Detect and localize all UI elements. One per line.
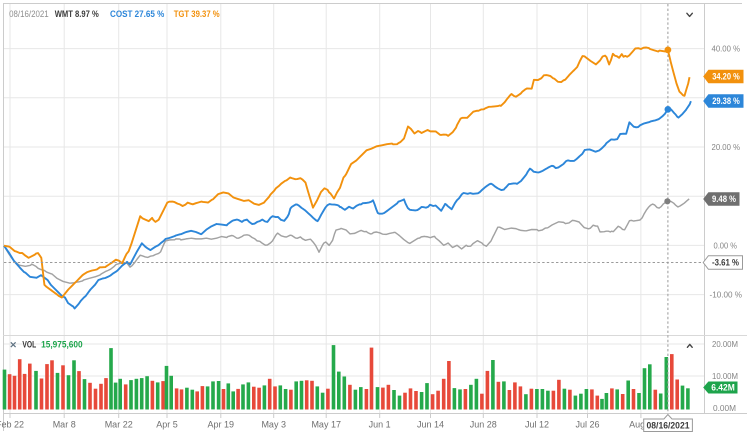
svg-text:VOL: VOL [22, 339, 36, 350]
svg-text:08/16/2021: 08/16/2021 [9, 9, 49, 20]
svg-text:Apr 5: Apr 5 [156, 420, 178, 430]
svg-text:May 17: May 17 [311, 420, 341, 430]
svg-text:COST 27.65 %: COST 27.65 % [110, 9, 165, 20]
svg-text:-3.61 %: -3.61 % [712, 258, 739, 268]
svg-text:10.00M: 10.00M [712, 371, 738, 381]
svg-text:40.00 %: 40.00 % [712, 44, 741, 54]
svg-text:0.00 %: 0.00 % [714, 240, 738, 250]
svg-text:Jun 28: Jun 28 [470, 420, 497, 430]
svg-text:Aug 9: Aug 9 [629, 420, 653, 430]
svg-text:Mar 8: Mar 8 [53, 420, 76, 430]
svg-text:WMT 8.97 %: WMT 8.97 % [55, 9, 100, 20]
svg-text:Mar 22: Mar 22 [105, 420, 133, 430]
svg-text:Jul 26: Jul 26 [575, 420, 599, 430]
svg-text:Apr 19: Apr 19 [208, 420, 235, 430]
svg-text:08/16/2021: 08/16/2021 [647, 421, 691, 432]
svg-text:May 3: May 3 [261, 420, 286, 430]
svg-text:Jun 14: Jun 14 [417, 420, 444, 430]
svg-text:Jun 1: Jun 1 [369, 420, 391, 430]
svg-text:34.20 %: 34.20 % [712, 72, 740, 82]
svg-text:TGT 39.37 %: TGT 39.37 % [174, 9, 220, 20]
svg-text:Feb 22: Feb 22 [0, 420, 24, 430]
svg-text:20.00M: 20.00M [712, 339, 738, 349]
svg-text:-10.00 %: -10.00 % [710, 290, 743, 300]
svg-text:15,975,600: 15,975,600 [41, 339, 83, 350]
svg-text:Jul 12: Jul 12 [525, 420, 549, 430]
svg-text:9.48 %: 9.48 % [712, 194, 736, 204]
svg-text:20.00 %: 20.00 % [712, 142, 741, 152]
svg-text:29.38 %: 29.38 % [712, 96, 740, 106]
svg-text:0.00M: 0.00M [713, 403, 736, 413]
svg-text:6.42M: 6.42M [711, 383, 735, 393]
